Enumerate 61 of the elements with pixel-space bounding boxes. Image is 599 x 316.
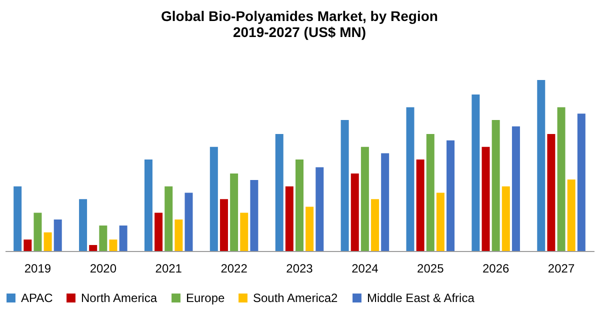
x-tick-label: 2021 (155, 262, 182, 276)
bar (119, 226, 128, 251)
bar (230, 174, 238, 251)
bar (44, 232, 52, 251)
bar (220, 199, 228, 251)
x-tick-label: 2025 (417, 262, 444, 276)
bar (537, 80, 546, 251)
bar (577, 114, 586, 251)
bar (109, 240, 118, 251)
bar (381, 153, 390, 251)
bar (306, 206, 314, 251)
bar (79, 199, 88, 251)
bar (275, 134, 284, 251)
bar (371, 199, 380, 251)
bar (210, 146, 218, 251)
bar (184, 192, 193, 251)
bar (426, 134, 434, 251)
bar (154, 212, 163, 251)
bar (350, 174, 359, 251)
legend-label: Middle East & Africa (367, 291, 475, 305)
x-tick-label: 2027 (548, 262, 575, 276)
bar (512, 126, 520, 251)
bar (406, 107, 414, 251)
bar (446, 140, 455, 251)
bar (34, 212, 42, 251)
bar (24, 240, 32, 251)
bar (316, 167, 324, 251)
legend-label: APAC (21, 291, 54, 305)
bar (472, 94, 480, 251)
legend-label: North America (81, 291, 158, 305)
bar (502, 186, 510, 251)
bar (99, 226, 108, 251)
bar (54, 220, 62, 251)
bar (144, 160, 152, 251)
bar (482, 146, 490, 251)
bar (436, 192, 444, 251)
bar (174, 220, 183, 251)
bar (250, 180, 258, 251)
bar (547, 134, 556, 251)
x-tick-label: 2026 (482, 262, 510, 276)
bar (89, 245, 98, 251)
bar (557, 107, 566, 251)
bar (285, 186, 294, 251)
text: Global Bio-Polyamides Market, by Region (161, 8, 438, 24)
bar (14, 186, 22, 251)
bar (240, 212, 248, 251)
bar (360, 146, 369, 251)
bar (416, 160, 424, 251)
x-tick-label: 2019 (24, 262, 52, 276)
x-tick-label: 2020 (90, 262, 117, 276)
bar (492, 120, 500, 251)
legend-label: Europe (186, 291, 226, 305)
bar (296, 160, 304, 251)
bar (164, 186, 173, 251)
x-tick-label: 2024 (352, 262, 379, 276)
x-tick-label: 2022 (220, 262, 248, 276)
legend-label: South America2 (253, 291, 338, 305)
bar (340, 120, 349, 251)
text: 2019-2027 (US$ MN) (232, 24, 366, 40)
x-tick-label: 2023 (286, 262, 314, 276)
bar (567, 180, 576, 251)
